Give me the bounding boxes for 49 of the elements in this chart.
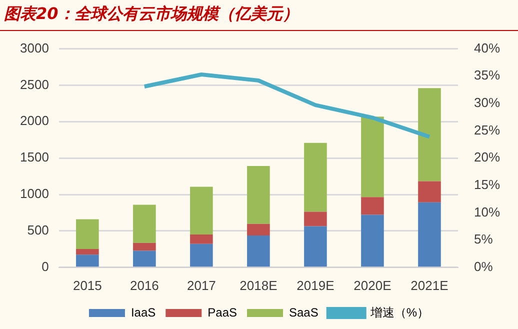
- bar: [304, 226, 327, 267]
- bar: [76, 254, 99, 267]
- bar: [133, 242, 156, 251]
- x-tick-label: 2021E: [410, 278, 449, 293]
- legend-label: SaaS: [289, 305, 318, 320]
- y-tick-label: 3000: [20, 40, 49, 56]
- y2-tick-label: 40%: [474, 40, 500, 56]
- y-tick-label: 500: [27, 222, 49, 238]
- y2-tick-label: 20%: [474, 150, 500, 165]
- x-tick-label: 2015: [72, 278, 102, 293]
- legend-label: PaaS: [208, 305, 238, 320]
- y2-tick-label: 10%: [474, 204, 500, 220]
- bar: [247, 236, 270, 267]
- bar: [418, 88, 441, 182]
- legend-label: 增速（%）: [369, 305, 430, 320]
- x-tick-label: 2018E: [240, 278, 278, 293]
- bar: [190, 244, 213, 267]
- bar: [133, 204, 156, 243]
- y2-tick-label: 30%: [474, 95, 500, 110]
- x-tick-label: 2020E: [354, 278, 392, 293]
- y2-tick-label: 0%: [474, 258, 494, 274]
- bar: [361, 116, 384, 198]
- bar: [76, 219, 99, 250]
- y2-tick-label: 35%: [474, 68, 500, 83]
- bar: [190, 186, 213, 235]
- x-tick-label: 2017: [186, 278, 216, 293]
- x-tick-label: 2016: [130, 278, 159, 293]
- y-tick-label: 1500: [20, 150, 49, 165]
- y2-tick-label: 5%: [474, 232, 494, 247]
- bar: [304, 142, 327, 212]
- bar: [247, 224, 270, 236]
- y-tick-label: 2000: [20, 113, 49, 128]
- bar: [190, 234, 213, 244]
- bar: [133, 250, 156, 267]
- bar: [361, 214, 384, 267]
- bar: [418, 202, 441, 267]
- bar: [247, 166, 270, 224]
- y2-tick-label: 25%: [474, 122, 500, 138]
- bar: [76, 249, 99, 255]
- y-tick-label: 2500: [20, 76, 49, 92]
- bar: [418, 181, 441, 202]
- bar: [361, 197, 384, 215]
- bar: [304, 212, 327, 226]
- y-tick-label: 0: [42, 258, 49, 274]
- y-tick-label: 1000: [20, 186, 49, 202]
- x-tick-label: 2019E: [296, 278, 335, 293]
- legend-label: IaaS: [130, 305, 156, 320]
- y2-tick-label: 15%: [474, 177, 500, 192]
- chart-title: 图表20：全球公有云市场规模（亿美元）: [0, 0, 518, 31]
